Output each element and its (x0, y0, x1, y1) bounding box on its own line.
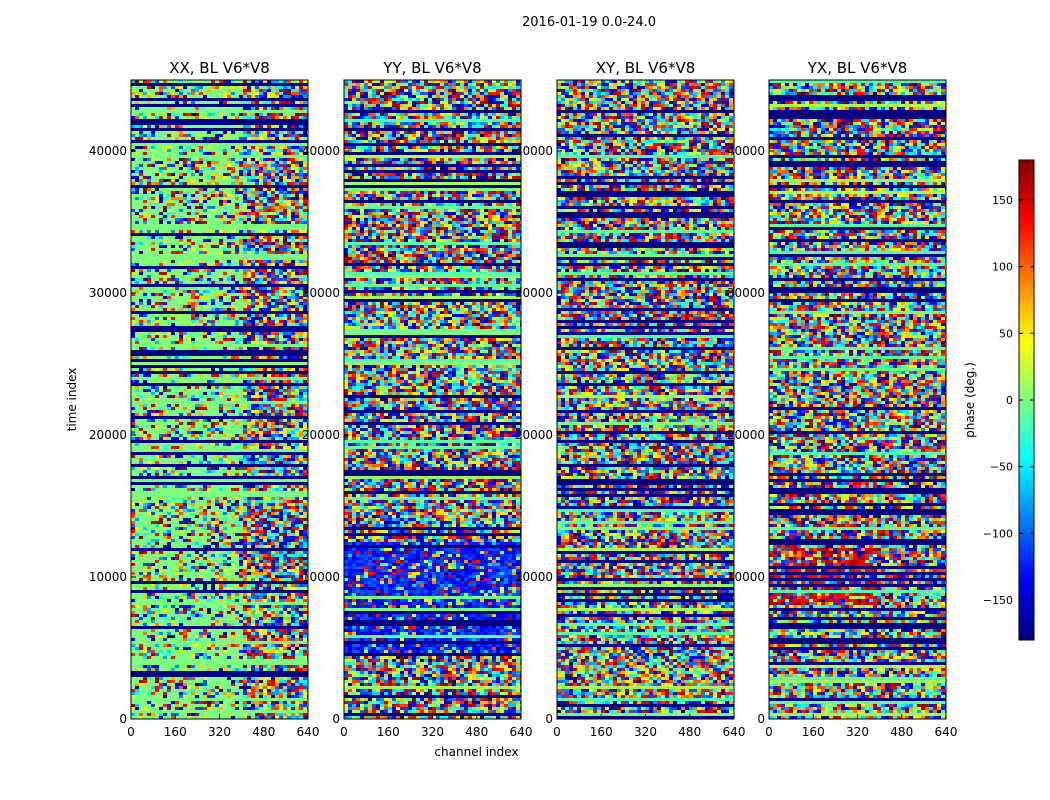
x-tick-label: 0 (127, 725, 135, 739)
panel-4: 0 160 320 480 640 0 10000 20000 30000 40000 YX, BL… (727, 59, 958, 739)
x-tick-label: 320 (634, 725, 657, 739)
panel-2: 0 160 320 480 640 0 10000 20000 30000 40000 YY, BL… (302, 59, 533, 759)
y-tick-label: 0 (119, 712, 127, 726)
x-tick-label: 640 (297, 725, 320, 739)
x-tick-label: 640 (723, 725, 746, 739)
panel-1: 0 160 320 480 640 0 10000 20000 30000 40000 XX, BL… (65, 59, 319, 739)
x-tick-label: 480 (252, 725, 275, 739)
colorbar: 150 100 50 0 −50 −100 −150 phase (deg.) (963, 159, 1035, 641)
colorbar-ticks: 150 100 50 0 −50 −100 −150 (983, 194, 1034, 607)
panel-title: XX, BL V6*V8 (169, 59, 270, 77)
panel-title: YX, BL V6*V8 (807, 59, 908, 77)
y-tick-label: 30000 (515, 286, 553, 300)
y-tick-label: 20000 (515, 428, 553, 442)
y-tick-label: 30000 (302, 286, 340, 300)
y-tick-label: 0 (757, 712, 765, 726)
x-tick-label: 0 (340, 725, 348, 739)
y-tick-label: 10000 (515, 570, 553, 584)
x-tick-label: 320 (846, 725, 869, 739)
x-tick-label: 320 (208, 725, 231, 739)
x-tick-label: 160 (590, 725, 613, 739)
y-tick-label: 20000 (727, 428, 765, 442)
figure-title: 2016-01-19 0.0-24.0 (522, 15, 656, 30)
panel-title: YY, BL V6*V8 (382, 59, 481, 77)
colorbar-tick-label: −150 (983, 594, 1013, 607)
y-tick-label: 20000 (89, 428, 127, 442)
y-tick-label: 10000 (302, 570, 340, 584)
y-axis-label: time index (65, 368, 79, 432)
heatmap-cells (557, 80, 734, 719)
x-tick-label: 480 (465, 725, 488, 739)
panel-3: 0 160 320 480 640 0 10000 20000 30000 40000 XY, BL… (515, 59, 746, 739)
y-tick-label: 10000 (89, 570, 127, 584)
x-tick-label: 0 (553, 725, 561, 739)
x-tick-label: 480 (890, 725, 913, 739)
colorbar-tick-label: 0 (1006, 394, 1013, 407)
heatmap-panels: 0 160 320 480 640 0 10000 20000 30000 40000 XX, BL… (65, 59, 957, 759)
y-tick-label: 40000 (515, 144, 553, 158)
y-tick-label: 0 (332, 712, 340, 726)
y-tick-label: 30000 (89, 286, 127, 300)
colorbar-tick-label: 50 (999, 327, 1013, 340)
panel-title: XY, BL V6*V8 (596, 59, 696, 77)
heatmap-cells (131, 80, 308, 719)
x-tick-label: 480 (678, 725, 701, 739)
colorbar-tick-label: 100 (992, 261, 1013, 274)
colorbar-tick-label: −100 (983, 527, 1013, 540)
x-tick-label: 640 (510, 725, 533, 739)
y-tick-label: 20000 (302, 428, 340, 442)
y-tick-label: 40000 (302, 144, 340, 158)
colorbar-tick-label: 150 (992, 194, 1013, 207)
colorbar-tick-label: −50 (990, 461, 1013, 474)
heatmap-cells (344, 80, 521, 719)
x-tick-label: 160 (164, 725, 187, 739)
x-tick-label: 160 (802, 725, 825, 739)
x-tick-label: 0 (765, 725, 773, 739)
x-tick-label: 320 (421, 725, 444, 739)
y-tick-label: 0 (545, 712, 553, 726)
colorbar-label: phase (deg.) (963, 362, 977, 438)
heatmap-cells (769, 80, 946, 719)
y-tick-label: 40000 (727, 144, 765, 158)
x-tick-label: 160 (377, 725, 400, 739)
y-tick-label: 10000 (727, 570, 765, 584)
x-axis-label: channel index (434, 745, 518, 759)
y-tick-label: 30000 (727, 286, 765, 300)
x-tick-label: 640 (935, 725, 958, 739)
y-tick-label: 40000 (89, 144, 127, 158)
